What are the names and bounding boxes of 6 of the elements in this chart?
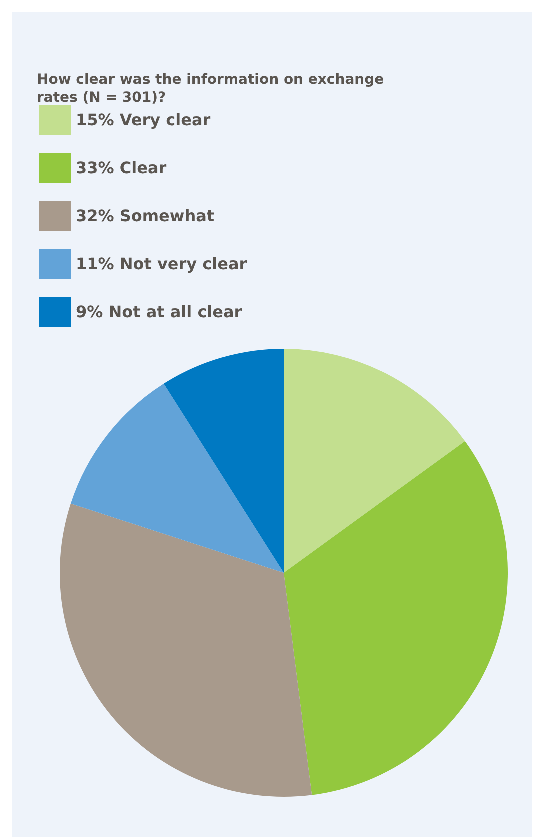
legend-label: 11% Not very clear [76,254,248,274]
legend-label: 15% Very clear [76,110,211,130]
chart-title: How clear was the information on exchange rates (N = 301)? [37,72,389,106]
legend-label: 32% Somewhat [76,206,215,226]
legend-label: 9% Not at all clear [76,302,242,322]
legend-label: 33% Clear [76,158,167,178]
